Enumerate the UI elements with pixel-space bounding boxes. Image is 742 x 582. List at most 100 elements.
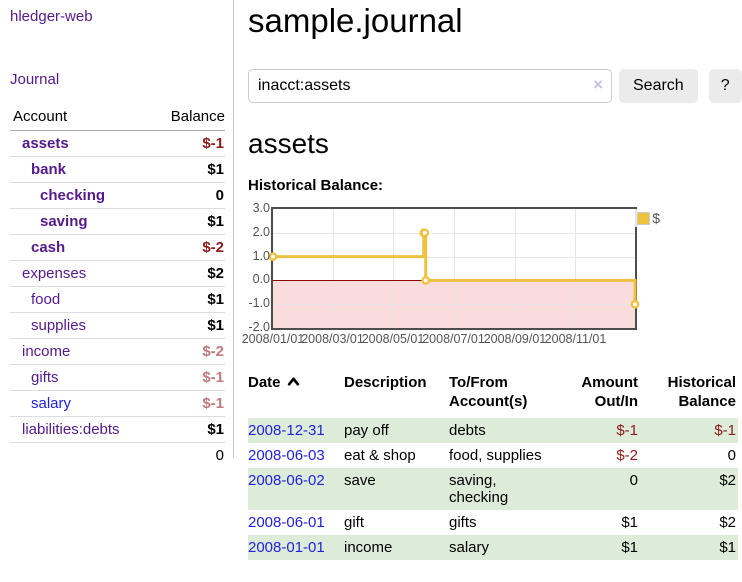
account-row: saving $1 bbox=[10, 208, 225, 235]
account-link[interactable]: food bbox=[31, 291, 61, 308]
account-link[interactable]: expenses bbox=[22, 265, 87, 282]
description-cell: pay off bbox=[344, 422, 389, 439]
help-button[interactable]: ? bbox=[708, 69, 742, 103]
account-balance: $1 bbox=[151, 416, 225, 443]
x-axis-tick-label: 2008/01/01 bbox=[241, 332, 305, 346]
x-axis-tick-label: 2008/07/01 bbox=[422, 332, 485, 346]
account-balance: $-1 bbox=[151, 390, 225, 417]
accounts-cell: debts bbox=[449, 422, 486, 439]
legend-label: $ bbox=[652, 210, 660, 226]
x-axis-tick-label: 2008/03/01 bbox=[301, 332, 364, 346]
account-link[interactable]: bank bbox=[31, 161, 67, 178]
y-axis-tick-label: 1.0 bbox=[252, 248, 270, 263]
account-row: income $-2 bbox=[10, 338, 225, 365]
account-link[interactable]: liabilities:debts bbox=[22, 421, 120, 438]
search-input-wrapper: × bbox=[248, 69, 612, 103]
x-axis-tick-label: 2008/05/01 bbox=[361, 332, 425, 346]
account-balance: $1 bbox=[151, 208, 225, 235]
account-balance-table: Account Balance assets $-1 bank $1 checking 0… bbox=[10, 105, 225, 468]
balance-cell: $2 bbox=[719, 472, 736, 489]
account-name-cell: income bbox=[10, 338, 152, 365]
search-input[interactable] bbox=[248, 69, 612, 103]
chart-legend: $ bbox=[635, 209, 662, 227]
account-column-header: Account bbox=[10, 105, 152, 131]
y-axis-tick-label: 3.0 bbox=[252, 201, 270, 215]
account-link[interactable]: salary bbox=[31, 395, 72, 412]
app-title-link[interactable]: hledger-web bbox=[10, 8, 93, 25]
transaction-date-link[interactable]: 2008-06-02 bbox=[248, 472, 325, 489]
amount-column-header: Amount Out/In bbox=[581, 374, 638, 410]
account-name-cell: expenses bbox=[10, 260, 152, 287]
account-row: gifts $-1 bbox=[10, 364, 225, 391]
description-cell: income bbox=[344, 539, 393, 556]
transaction-date-cell: 2008-06-01 bbox=[248, 510, 344, 535]
account-link[interactable]: income bbox=[22, 343, 71, 360]
step-line bbox=[273, 231, 637, 305]
account-link[interactable]: assets bbox=[22, 135, 69, 152]
balance-cell: $2 bbox=[719, 514, 736, 531]
transaction-date-link[interactable]: 2008-01-01 bbox=[248, 539, 325, 556]
account-name-cell: food bbox=[10, 286, 152, 313]
account-row: checking 0 bbox=[10, 182, 225, 209]
balance-cell: 0 bbox=[727, 447, 736, 464]
account-balance: $1 bbox=[151, 312, 225, 339]
clear-search-icon[interactable]: × bbox=[593, 75, 603, 94]
historical-balance-chart: $ 2008/01/01 2008/03/01 2008/05/01 2008/07/… bbox=[242, 201, 668, 347]
gridline bbox=[453, 209, 455, 328]
register-table: Date Description To/From Account(s) Amou… bbox=[248, 373, 738, 560]
account-rows: assets $-1 bank $1 checking 0 saving $1 cash $-2 e… bbox=[10, 130, 225, 443]
x-axis-tick-label: 2008/11/01 bbox=[544, 332, 607, 346]
table-row: 2008-01-01 income salary $1 $1 bbox=[248, 535, 738, 560]
accounts-cell: gifts bbox=[449, 514, 477, 531]
account-heading: assets bbox=[248, 128, 329, 159]
search-button[interactable]: Search bbox=[619, 69, 698, 103]
chart-title: Historical Balance: bbox=[248, 177, 384, 194]
accounts-cell: salary bbox=[449, 539, 490, 556]
search-form: × Search ? bbox=[248, 69, 742, 103]
data-point-marker bbox=[268, 252, 278, 261]
balance-cell: $-1 bbox=[714, 422, 736, 439]
gridline bbox=[273, 256, 635, 258]
account-row: cash $-2 bbox=[10, 234, 225, 261]
description-column-header: Description bbox=[344, 374, 427, 391]
account-name-cell: bank bbox=[10, 156, 152, 183]
account-name-cell: saving bbox=[10, 208, 152, 235]
amount-cell: $-2 bbox=[616, 447, 638, 464]
date-column-header[interactable]: Date bbox=[248, 373, 344, 418]
account-row: supplies $1 bbox=[10, 312, 225, 339]
transaction-date-cell: 2008-12-31 bbox=[248, 418, 344, 443]
account-link[interactable]: supplies bbox=[31, 317, 87, 334]
hledger-web-app: hledger-web Journal Account Balance asse… bbox=[10, 0, 742, 560]
amount-cell: $1 bbox=[621, 539, 638, 556]
transaction-date-link[interactable]: 2008-06-01 bbox=[248, 514, 325, 531]
accounts-column-header: To/From Account(s) bbox=[449, 374, 528, 410]
account-balance: $2 bbox=[151, 260, 225, 287]
account-row: expenses $2 bbox=[10, 260, 225, 287]
transaction-date-link[interactable]: 2008-12-31 bbox=[248, 422, 325, 439]
accounts-cell: food, supplies bbox=[449, 447, 542, 464]
account-name-cell: salary bbox=[10, 390, 152, 417]
account-link[interactable]: checking bbox=[40, 187, 106, 204]
page-title: sample.journal bbox=[248, 2, 463, 39]
amount-cell: $1 bbox=[621, 514, 638, 531]
account-link[interactable]: gifts bbox=[31, 369, 59, 386]
description-cell: gift bbox=[344, 514, 365, 531]
chevron-up-icon bbox=[287, 377, 299, 386]
account-balance: $-1 bbox=[151, 364, 225, 391]
gridline bbox=[575, 209, 577, 328]
account-balance: $1 bbox=[151, 156, 225, 183]
y-axis-tick-label: -2.0 bbox=[248, 320, 270, 334]
transaction-date-link[interactable]: 2008-06-03 bbox=[248, 447, 325, 464]
total-row: 0 bbox=[10, 442, 225, 468]
journal-link[interactable]: Journal bbox=[10, 71, 60, 88]
account-link[interactable]: saving bbox=[40, 213, 88, 230]
account-link[interactable]: cash bbox=[31, 239, 66, 256]
y-axis-tick-label: -1.0 bbox=[248, 296, 270, 311]
gridline bbox=[273, 232, 635, 234]
account-name-cell: assets bbox=[10, 130, 152, 157]
transaction-date-cell: 2008-06-02 bbox=[248, 468, 344, 510]
balance-cell: $1 bbox=[719, 539, 736, 556]
table-row: 2008-12-31 pay off debts $-1 $-1 bbox=[248, 418, 738, 443]
account-name-cell: supplies bbox=[10, 312, 152, 339]
data-point-marker bbox=[630, 299, 640, 309]
